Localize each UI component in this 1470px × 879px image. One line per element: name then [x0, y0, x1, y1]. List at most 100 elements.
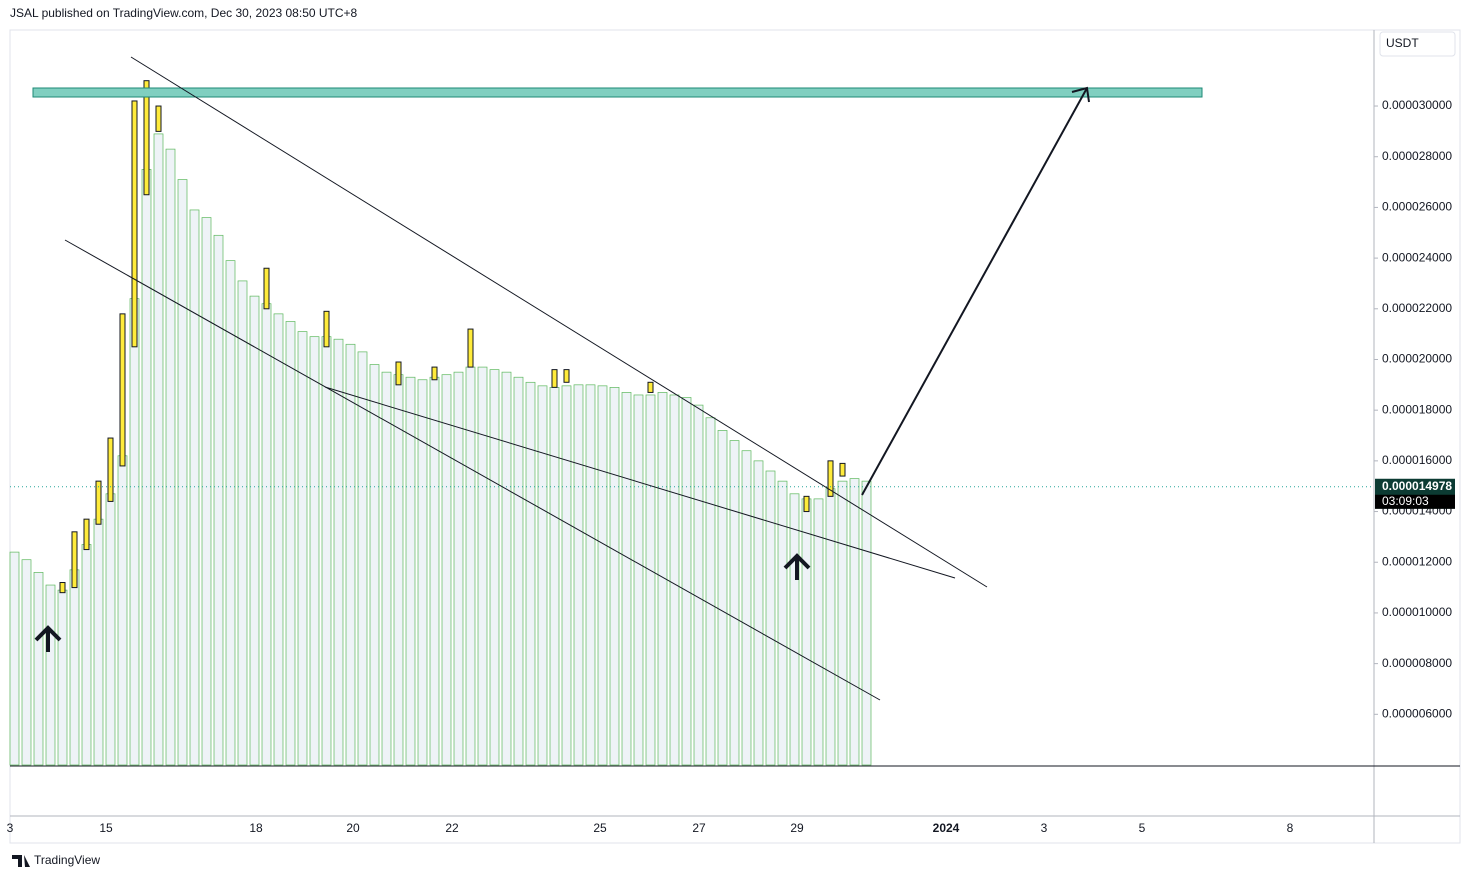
candle	[395, 361, 402, 386]
column	[57, 589, 68, 766]
drawings	[32, 56, 1203, 701]
x-tick-label: 15	[99, 821, 113, 835]
candle	[551, 369, 558, 388]
column	[261, 303, 272, 766]
column	[477, 366, 488, 766]
column	[813, 498, 824, 766]
countdown-box	[1375, 494, 1455, 509]
column	[633, 394, 644, 766]
y-tick-label: 0.000022000	[1382, 301, 1452, 315]
column	[549, 387, 560, 766]
column	[489, 369, 500, 766]
column	[801, 498, 812, 766]
column	[561, 385, 572, 766]
column	[789, 493, 800, 766]
currency: USDT	[1386, 36, 1419, 50]
column	[825, 488, 836, 766]
column	[357, 351, 368, 766]
column	[597, 385, 608, 766]
candle	[131, 100, 138, 348]
column	[669, 394, 680, 766]
column	[537, 385, 548, 766]
column	[369, 364, 380, 766]
y-tick-label: 0.000020000	[1382, 352, 1452, 366]
trend-line	[64, 239, 881, 701]
column	[861, 480, 872, 766]
column	[381, 371, 392, 766]
x-tick-label: 8	[1287, 821, 1294, 835]
currency-box[interactable]	[1379, 31, 1456, 57]
x-tick-label: 5	[1139, 821, 1146, 835]
candle	[95, 480, 102, 525]
y-tick-label: 0.000030000	[1382, 98, 1452, 112]
x-tick-label: 3	[1041, 821, 1048, 835]
column	[453, 371, 464, 766]
column	[9, 551, 20, 766]
column	[189, 209, 200, 766]
column	[501, 371, 512, 766]
x-tick-label: 25	[593, 821, 607, 835]
candle	[71, 531, 78, 589]
column	[129, 298, 140, 766]
x-tick-label: 3	[7, 821, 14, 835]
column	[165, 148, 176, 766]
trend-line	[130, 56, 988, 588]
column	[681, 397, 692, 766]
column	[429, 376, 440, 766]
resistance-zone	[32, 87, 1203, 98]
column	[309, 336, 320, 766]
candle	[647, 381, 654, 393]
column	[405, 376, 416, 766]
column	[609, 387, 620, 766]
x-tick-label: 29	[790, 821, 804, 835]
column	[273, 313, 284, 766]
column	[777, 480, 788, 766]
column	[333, 338, 344, 766]
countdown: 03:09:03	[1382, 494, 1429, 508]
column	[117, 455, 128, 766]
arrow-head	[1071, 86, 1090, 103]
candle	[467, 328, 474, 368]
candle	[803, 495, 810, 513]
up-arrow	[783, 553, 811, 580]
x-tick-label: 18	[249, 821, 263, 835]
column	[177, 179, 188, 766]
price-axis: 0.000006000 0.000008000 0.000010000 0.00001…	[1374, 98, 1455, 720]
candle	[143, 80, 150, 196]
column	[741, 450, 752, 766]
y-tick-label: 0.000006000	[1382, 706, 1452, 720]
brand: TradingView	[34, 853, 100, 867]
column	[645, 394, 656, 766]
column	[849, 478, 860, 766]
column	[213, 234, 224, 766]
column	[249, 295, 260, 766]
column	[729, 440, 740, 766]
column	[93, 518, 104, 766]
y-tick-label: 0.000026000	[1382, 200, 1452, 214]
column	[465, 366, 476, 766]
x-tick-label: 20	[346, 821, 360, 835]
logo	[12, 855, 30, 867]
column	[69, 569, 80, 766]
candle	[431, 366, 438, 381]
target-arrow	[861, 87, 1088, 496]
column	[81, 544, 92, 766]
column	[321, 336, 332, 766]
y-tick-label: 0.000010000	[1382, 605, 1452, 619]
last-price-label: 0.000014978	[1382, 479, 1452, 493]
column	[153, 133, 164, 766]
column	[285, 321, 296, 766]
column	[417, 379, 428, 766]
x-tick-label: 2024	[933, 821, 960, 835]
column	[393, 374, 404, 766]
y-tick-label: 0.000012000	[1382, 554, 1452, 568]
candle	[107, 437, 114, 502]
column	[297, 331, 308, 766]
column	[33, 572, 44, 766]
column	[513, 376, 524, 766]
y-tick-label: 0.000016000	[1382, 453, 1452, 467]
x-tick-label: 22	[445, 821, 459, 835]
plot	[9, 80, 1374, 766]
column	[765, 470, 776, 766]
